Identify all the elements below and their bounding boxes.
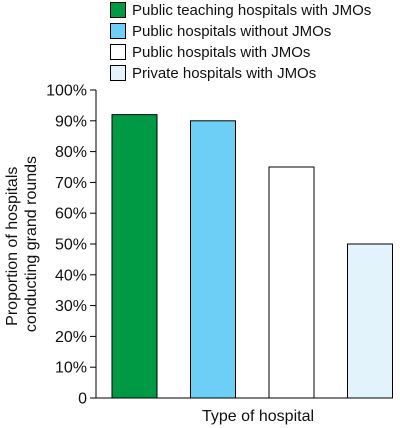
y-axis-title-line-2: conducting grand rounds <box>23 156 40 332</box>
legend-entry: Public hospitals with JMOs <box>132 44 310 61</box>
y-tick-label: 90% <box>55 113 87 130</box>
y-tick-label: 80% <box>55 144 87 161</box>
y-tick-label: 100% <box>46 83 87 100</box>
legend: Public teaching hospitals with JMOs Publi… <box>110 2 371 82</box>
legend-entry: Private hospitals with JMOs <box>132 65 316 82</box>
x-axis-title: Type of hospital <box>202 408 314 425</box>
bar <box>347 243 393 399</box>
y-tick-label: 50% <box>55 237 87 254</box>
legend-entry: Public teaching hospitals with JMOs <box>132 2 371 19</box>
y-tick-label: 40% <box>55 267 87 284</box>
bars <box>111 114 393 399</box>
y-tick-label: 30% <box>55 298 87 315</box>
y-tick-label: 20% <box>55 329 87 346</box>
legend-swatch <box>110 2 126 18</box>
legend-entry: Public hospitals without JMOs <box>132 23 331 40</box>
y-tick-label: 60% <box>55 206 87 223</box>
legend-swatch <box>110 23 126 39</box>
bar <box>111 114 158 399</box>
y-tick-label: 0 <box>78 391 87 408</box>
y-axis-title: Proportion of hospitals conducting grand… <box>4 156 40 332</box>
y-axis-title-line-1: Proportion of hospitals <box>4 167 21 326</box>
bar <box>190 120 236 399</box>
legend-swatch <box>110 44 126 60</box>
y-axis: 0 10% 20% 30% 40% 50% 60% 70% 80% 90% 100% <box>46 83 390 408</box>
y-tick-label: 70% <box>55 175 87 192</box>
y-tick-label: 10% <box>55 360 87 377</box>
legend-swatch <box>110 65 126 81</box>
bar <box>268 166 315 399</box>
